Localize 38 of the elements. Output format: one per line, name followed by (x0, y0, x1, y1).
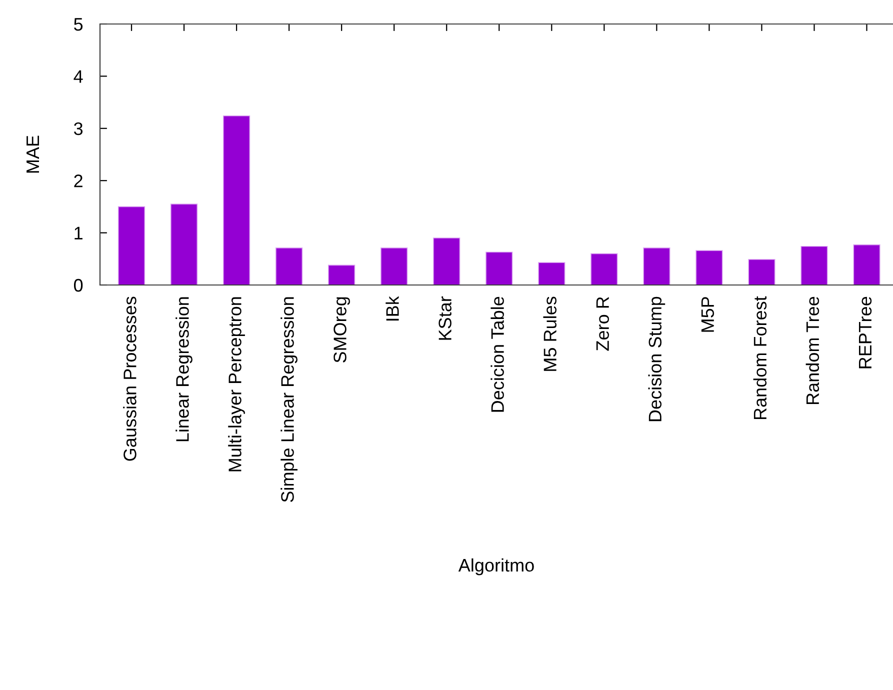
x-tick-label: Random Forest (753, 296, 767, 420)
x-tick-label: Decision Stump (648, 296, 666, 422)
bar (696, 250, 723, 285)
bar (380, 248, 408, 285)
x-tick-label: Random Tree (806, 296, 820, 404)
bar (276, 248, 303, 285)
x-axis-title: Algoritmo (458, 558, 534, 576)
x-tick-label: KStar (438, 296, 452, 340)
x-tick-label: M5 Rules (543, 296, 556, 371)
y-tick-label: 2 (74, 174, 82, 188)
bar (328, 264, 356, 285)
bar (118, 206, 146, 285)
bar (433, 238, 460, 285)
x-tick-label: REPTree (858, 296, 872, 368)
x-tick-label: Linear Regression (176, 297, 192, 442)
y-tick-label: 1 (74, 226, 82, 240)
y-tick-label: 0 (74, 278, 83, 292)
y-tick-label: 5 (74, 18, 83, 31)
x-tick-label: Simple Linear Regression (280, 297, 298, 502)
x-tick-label: Gaussian Processes (123, 296, 136, 461)
bar (222, 115, 250, 285)
x-tick-label: M5P (701, 297, 714, 332)
bar (748, 259, 776, 285)
y-tick-label: 4 (74, 70, 83, 83)
x-tick-label: Zero R (596, 296, 610, 351)
x-tick-label: Multi-layer Perceptron (228, 297, 245, 472)
bar (590, 253, 618, 285)
bar (170, 204, 198, 285)
y-tick-label: 3 (74, 122, 83, 136)
bar (538, 262, 566, 285)
bar (853, 244, 880, 285)
x-tick-label: IBk (386, 296, 399, 321)
y-axis-title: MAE (26, 136, 39, 173)
bar (643, 248, 670, 285)
x-tick-label: Decicion Table (490, 296, 504, 412)
bar (800, 246, 828, 285)
x-tick-label: SMOreg (334, 297, 350, 363)
bar (486, 252, 513, 285)
